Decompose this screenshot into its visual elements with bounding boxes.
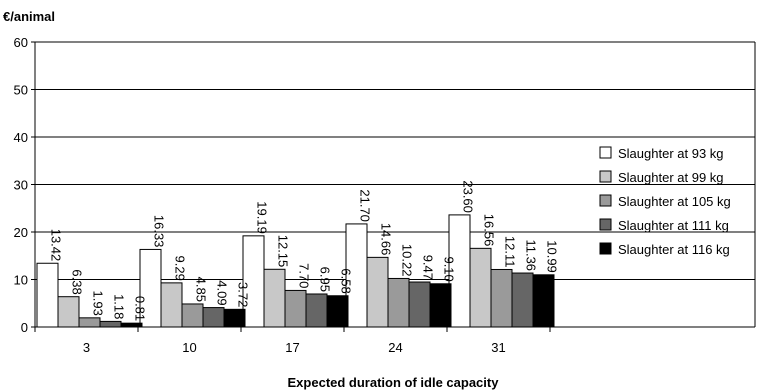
data-label: 9.29: [173, 256, 188, 281]
y-axis: 0 10 20 30 40 50 60: [14, 35, 756, 335]
data-label: 7.70: [297, 263, 312, 288]
data-label: 9.10: [442, 256, 457, 281]
bar: [57, 296, 80, 328]
bar: [120, 322, 143, 328]
legend-label: Slaughter at 93 kg: [618, 146, 724, 161]
bar: [36, 262, 59, 328]
bar: [511, 272, 534, 328]
y-tick-label: 50: [14, 83, 28, 98]
bar: [429, 283, 452, 328]
bar: [263, 268, 286, 328]
data-label: 1.18: [112, 294, 127, 319]
bar: [99, 320, 122, 328]
x-axis-label: Expected duration of idle capacity: [288, 375, 500, 390]
legend-label: Slaughter at 99 kg: [618, 170, 724, 185]
x-tick-label: 3: [83, 340, 90, 355]
y-tick-label: 30: [14, 178, 28, 193]
legend-swatch: [599, 170, 612, 183]
bar: [284, 289, 307, 328]
x-tick-label: 10: [182, 340, 196, 355]
data-label: 21.70: [358, 189, 373, 222]
legend-label: Slaughter at 111 kg: [618, 218, 729, 233]
legend-swatch: [599, 146, 612, 159]
y-tick-label: 10: [14, 273, 28, 288]
data-label: 6.58: [339, 268, 354, 293]
data-label: 6.95: [318, 267, 333, 292]
bar: [366, 256, 389, 328]
bar: [326, 295, 349, 328]
bar: [469, 247, 492, 328]
bar: [160, 282, 183, 328]
data-label: 6.38: [70, 269, 85, 294]
data-label: 11.36: [524, 239, 539, 271]
data-label: 0.81: [133, 296, 148, 321]
data-labels: 13.42 16.33 19.19 21.70 23.60 6.38 9.29 12.15 14…: [49, 180, 560, 321]
bar: [408, 281, 431, 328]
x-tick-label: 17: [285, 340, 299, 355]
data-label: 12.15: [276, 235, 291, 268]
bar: [202, 307, 225, 328]
y-tick-label: 60: [14, 35, 28, 50]
data-label: 3.72: [236, 282, 251, 307]
legend-label: Slaughter at 105 kg: [618, 194, 731, 209]
legend-label: Slaughter at 116 kg: [618, 242, 730, 257]
bars: [36, 214, 555, 328]
data-label: 13.42: [49, 229, 64, 262]
data-label: 16.56: [482, 214, 497, 247]
data-label: 23.60: [461, 180, 476, 213]
legend-swatch: [599, 218, 612, 231]
x-tick-label: 31: [491, 340, 505, 355]
y-tick-label: 0: [21, 320, 28, 335]
data-label: 16.33: [152, 215, 167, 248]
x-axis: 3 10 17 24 31: [34, 326, 551, 355]
bar: [490, 268, 513, 328]
data-label: 10.99: [545, 240, 560, 273]
bar: [305, 293, 328, 328]
legend-swatch: [599, 194, 612, 207]
bar: [223, 308, 246, 328]
bar: [78, 317, 101, 328]
data-label: 10.22: [400, 244, 415, 277]
data-label: 4.85: [194, 277, 209, 302]
bar: [387, 277, 410, 328]
bar: [181, 303, 204, 328]
y-tick-label: 40: [14, 130, 28, 145]
data-label: 1.93: [91, 291, 106, 316]
bar: [532, 274, 555, 328]
x-tick-label: 24: [388, 340, 402, 355]
data-label: 19.19: [255, 201, 270, 234]
y-axis-label: €/animal: [3, 9, 55, 24]
legend: Slaughter at 93 kg Slaughter at 99 kg Slau…: [599, 146, 731, 257]
data-label: 4.09: [215, 280, 230, 305]
data-label: 9.47: [421, 255, 436, 280]
data-label: 12.11: [503, 236, 518, 268]
data-label: 14.66: [379, 223, 394, 256]
legend-swatch: [599, 242, 612, 255]
y-tick-label: 20: [14, 225, 28, 240]
